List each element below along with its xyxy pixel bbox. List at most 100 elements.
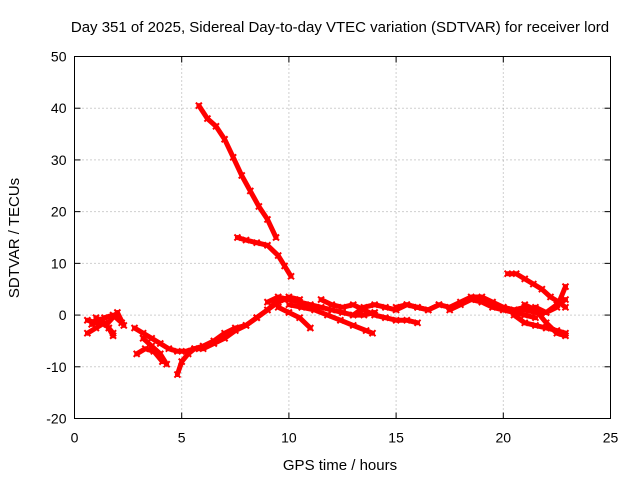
data-point <box>298 303 306 312</box>
data-point <box>220 135 229 143</box>
data-point <box>403 316 411 324</box>
series-track-central-3 <box>285 301 377 337</box>
data-point <box>488 303 497 312</box>
series-track-high <box>195 101 280 242</box>
axis-ticks: 0 5 10 15 20 25 -20 -10 0 10 20 30 40 50 <box>46 49 618 446</box>
series-line <box>275 304 313 331</box>
y-tick-label: -10 <box>46 359 66 375</box>
data-point <box>349 311 357 319</box>
data-point <box>521 319 529 327</box>
data-point <box>87 320 96 329</box>
x-tick-label: 20 <box>496 430 512 446</box>
data-point <box>306 324 315 332</box>
x-axis-label: GPS time / hours <box>283 457 397 474</box>
data-point <box>499 303 508 312</box>
data-point <box>229 153 237 162</box>
data-point <box>287 272 295 280</box>
x-tick-label: 5 <box>178 430 186 446</box>
data-point <box>139 334 147 343</box>
data-point <box>147 334 156 343</box>
y-tick-label: 10 <box>51 255 67 271</box>
data-point <box>162 360 171 368</box>
y-tick-label: 20 <box>51 204 67 220</box>
data-point <box>381 303 390 312</box>
data-point <box>546 293 555 301</box>
data-point <box>120 321 128 330</box>
y-tick-label: 0 <box>59 307 67 323</box>
series-track-rise <box>173 293 304 379</box>
data-point <box>210 337 218 345</box>
series-group <box>83 101 570 379</box>
data-point <box>561 332 570 340</box>
data-point <box>510 311 518 319</box>
data-point <box>349 321 357 330</box>
series-track-late-6 <box>521 301 570 340</box>
data-point <box>467 295 475 304</box>
data-point <box>503 269 512 278</box>
data-point <box>435 301 443 309</box>
y-tick-label: 40 <box>51 100 67 116</box>
data-point <box>231 324 240 332</box>
data-point <box>456 301 465 309</box>
series-track-central-2 <box>274 303 315 332</box>
data-point <box>295 313 304 322</box>
y-tick-label: -20 <box>46 411 66 427</box>
series-line <box>196 103 279 240</box>
data-point <box>445 306 454 314</box>
data-point <box>263 215 272 224</box>
series-line <box>140 335 170 367</box>
data-point <box>263 306 272 314</box>
data-point <box>368 329 377 337</box>
data-point <box>102 320 111 329</box>
data-point <box>553 329 561 337</box>
data-point <box>413 319 422 327</box>
data-point <box>156 339 164 348</box>
data-point <box>413 303 422 312</box>
data-point <box>263 298 272 306</box>
data-point <box>553 301 561 309</box>
data-point <box>538 285 546 293</box>
data-point <box>531 321 540 330</box>
data-point <box>285 301 293 309</box>
data-point <box>263 241 272 249</box>
data-point <box>109 332 117 340</box>
data-point <box>132 350 141 358</box>
data-point <box>253 238 261 247</box>
data-point <box>274 303 282 312</box>
data-point <box>113 308 122 317</box>
y-tick-label: 50 <box>51 49 67 65</box>
data-point <box>521 275 529 283</box>
data-point <box>141 344 149 353</box>
series-line <box>93 310 127 328</box>
series-line <box>533 297 568 315</box>
data-point <box>255 202 263 211</box>
data-point <box>238 171 246 180</box>
data-point <box>165 344 173 353</box>
data-point <box>184 350 192 358</box>
data-point <box>310 306 319 314</box>
data-point <box>177 357 186 366</box>
data-point <box>392 316 400 324</box>
series-track-dip-c <box>139 334 171 368</box>
data-point <box>531 303 540 312</box>
data-point <box>173 370 182 379</box>
data-point <box>130 324 139 332</box>
x-tick-label: 15 <box>388 430 404 446</box>
data-point <box>362 326 370 335</box>
data-point <box>156 350 164 358</box>
data-point <box>424 306 432 314</box>
chart-title: Day 351 of 2025, Sidereal Day-to-day VTE… <box>71 19 609 36</box>
series-track-mid <box>233 233 295 280</box>
x-tick-label: 0 <box>71 430 79 446</box>
data-point <box>272 233 280 242</box>
data-point <box>512 269 520 278</box>
data-point <box>242 321 250 330</box>
data-point <box>212 122 220 131</box>
data-point <box>203 114 212 123</box>
data-point <box>274 293 282 301</box>
data-point <box>246 187 255 195</box>
data-point <box>199 342 207 350</box>
data-point <box>529 280 538 288</box>
data-point <box>190 344 199 353</box>
data-point <box>349 301 357 309</box>
